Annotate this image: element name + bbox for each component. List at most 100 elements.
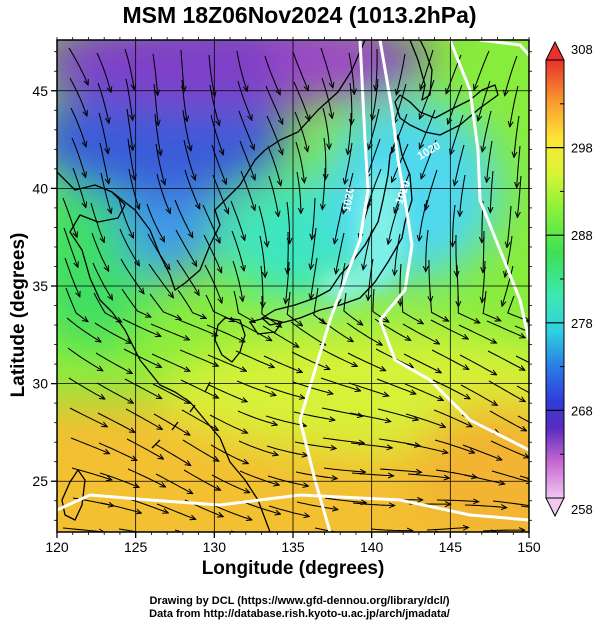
streamline — [118, 528, 141, 532]
map-title: MSM 18Z06Nov2024 (1013.2hPa) — [122, 2, 477, 28]
field-honshu-cold — [320, 271, 370, 299]
streamline — [455, 144, 465, 184]
streamline — [392, 113, 408, 152]
streamline — [182, 439, 218, 461]
streamline — [183, 469, 220, 490]
streamline — [518, 175, 522, 216]
streamline — [151, 353, 189, 371]
isobar-south — [57, 493, 529, 522]
streamline — [66, 317, 100, 341]
streamline — [483, 230, 484, 272]
streamline — [237, 410, 276, 425]
credit-drawing: Drawing by DCL (https://www.gfd-dennou.o… — [149, 595, 450, 607]
isobar-west — [298, 40, 370, 532]
streamline — [176, 259, 199, 294]
streamline — [511, 536, 552, 537]
streamline — [237, 80, 251, 119]
streamline — [344, 172, 354, 212]
x-tick-label: 140 — [360, 539, 384, 555]
streamline — [93, 292, 121, 321]
streamline — [294, 441, 335, 448]
streamline — [369, 108, 380, 148]
isobar-central — [378, 40, 529, 452]
streamline — [177, 289, 205, 318]
streamline — [478, 80, 491, 120]
streamline — [174, 199, 192, 237]
streamline — [311, 257, 318, 298]
streamline — [487, 350, 524, 370]
streamline — [348, 382, 388, 396]
streamline — [395, 173, 410, 212]
streamline — [294, 111, 307, 151]
coast-sakhalin — [409, 40, 433, 101]
streamline — [261, 295, 281, 327]
streamline — [451, 114, 464, 154]
streamline — [321, 77, 332, 117]
streamline — [406, 443, 447, 453]
streamline — [99, 142, 109, 183]
streamline — [426, 229, 428, 270]
streamline — [206, 324, 244, 342]
streamline — [149, 293, 180, 319]
streamline — [121, 288, 150, 317]
streamline — [264, 55, 280, 94]
streamline — [236, 50, 247, 90]
streamline — [98, 112, 108, 153]
streamline — [397, 53, 406, 94]
streamline — [460, 174, 466, 215]
streamline — [363, 228, 373, 269]
streamline — [346, 322, 381, 345]
streamline — [515, 355, 529, 363]
streamline — [286, 201, 290, 242]
streamline — [181, 79, 187, 120]
streamline — [320, 47, 333, 87]
streamline — [153, 413, 189, 435]
streamline — [336, 232, 345, 273]
x-axis-label: Longitude (degrees) — [201, 558, 385, 579]
streamline — [96, 382, 132, 403]
y-tick-label: 40 — [32, 180, 48, 196]
streamline — [94, 322, 130, 343]
streamline — [345, 142, 353, 183]
streamline — [292, 381, 332, 394]
streamline — [210, 444, 247, 463]
streamline — [266, 445, 306, 455]
streamline — [98, 442, 136, 460]
streamline — [72, 167, 86, 207]
streamline — [127, 138, 135, 179]
streamline — [122, 318, 160, 336]
streamline — [259, 235, 265, 276]
credit-data: Data from http://database.rish.kyoto-u.a… — [149, 608, 450, 620]
streamline — [376, 378, 415, 394]
y-axis-label: Latitude (degrees) — [8, 232, 29, 398]
streamline — [178, 319, 217, 335]
streamline — [453, 204, 455, 245]
streamline — [463, 474, 504, 484]
streamline — [402, 323, 439, 343]
streamline — [460, 384, 496, 405]
y-tick-label: 35 — [32, 278, 48, 294]
streamline — [182, 109, 191, 150]
streamline — [291, 351, 329, 369]
streamline — [293, 81, 309, 120]
streamline — [401, 293, 422, 323]
streamline — [148, 263, 173, 297]
streamline — [209, 84, 219, 124]
streamline — [318, 317, 352, 341]
streamline — [348, 113, 352, 153]
streamline — [156, 173, 170, 212]
streamline — [505, 55, 518, 95]
streamline — [99, 472, 138, 487]
y-axis-label-wrap: Latitude (degrees) — [4, 233, 34, 398]
streamline — [459, 354, 496, 374]
streamline — [420, 79, 435, 118]
streamline — [507, 205, 512, 246]
streamline — [210, 114, 223, 154]
coast-hokkaido — [394, 84, 499, 136]
streamline — [267, 145, 281, 185]
streamline — [322, 107, 329, 148]
streamline — [264, 385, 304, 398]
streamline — [379, 468, 420, 472]
streamline — [351, 472, 392, 476]
streamline — [286, 291, 301, 325]
